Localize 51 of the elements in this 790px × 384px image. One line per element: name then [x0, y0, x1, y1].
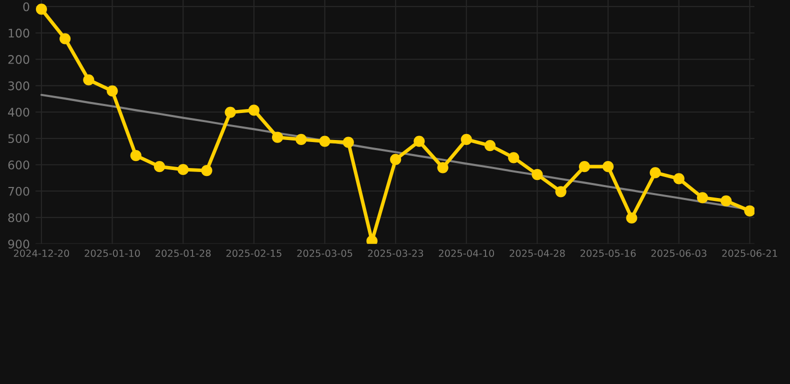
x-tick-label: 2025-03-05: [297, 250, 352, 257]
point: [60, 33, 71, 44]
x-tick-label: 2025-01-10: [84, 250, 140, 257]
point: [578, 161, 590, 172]
point: [484, 140, 496, 152]
point: [154, 161, 166, 172]
point: [602, 161, 614, 172]
y-tick-label: 300: [8, 81, 30, 90]
x-tick-label: 2025-02-15: [226, 250, 282, 257]
x-tick-label: 2025-01-28: [156, 250, 211, 257]
point: [106, 85, 118, 96]
point: [224, 106, 236, 118]
point: [414, 136, 425, 147]
point: [720, 195, 732, 206]
point: [696, 192, 708, 204]
y-tick-label: 200: [8, 55, 30, 64]
point: [178, 164, 189, 176]
point: [744, 205, 754, 216]
y-tick-label: 800: [8, 213, 30, 222]
point: [626, 212, 638, 224]
y-tick-label: 100: [8, 28, 30, 38]
point: [508, 152, 520, 164]
point: [650, 167, 661, 178]
point: [296, 134, 307, 146]
y-tick-label: 500: [8, 134, 30, 144]
point: [437, 162, 448, 174]
y-tick-label: 600: [8, 160, 30, 170]
y-tick-label: 900: [8, 240, 30, 248]
y-tick-label: 700: [8, 186, 30, 196]
point: [319, 136, 330, 147]
x-tick-label: 2025-06-21: [722, 250, 778, 257]
point: [390, 154, 402, 166]
x-tick-label: 2025-06-03: [651, 250, 706, 257]
point: [130, 150, 142, 162]
x-tick-label: 2025-03-23: [368, 250, 424, 257]
point: [532, 168, 543, 180]
x-tick-label: 2025-04-10: [438, 250, 494, 257]
point: [248, 104, 260, 116]
point: [201, 165, 212, 176]
point: [342, 136, 354, 148]
point: [83, 74, 94, 86]
point: [36, 4, 48, 15]
point: [272, 132, 284, 143]
point: [555, 186, 566, 198]
point: [673, 173, 684, 184]
x-tick-label: 2024-12-20: [14, 250, 70, 257]
x-tick-label: 2025-05-16: [580, 250, 636, 257]
y-tick-label: 0: [23, 2, 30, 12]
y-tick-label: 400: [8, 108, 30, 117]
x-tick-label: 2025-04-28: [510, 250, 565, 257]
point: [460, 134, 472, 146]
